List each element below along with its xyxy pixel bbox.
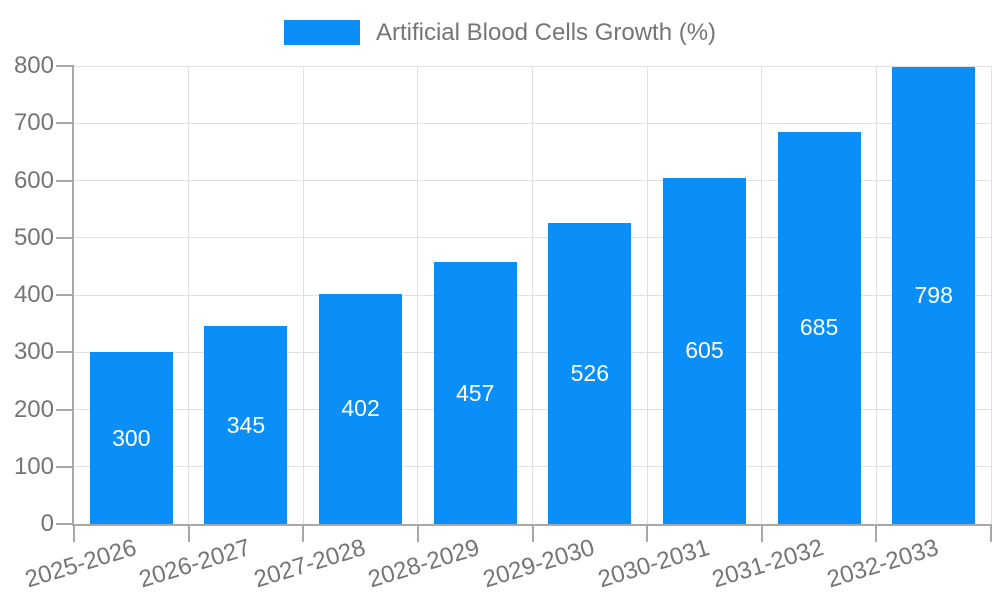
x-tick-label-2030-2031: 2030-2031 (594, 534, 713, 594)
x-gridline (875, 66, 877, 524)
x-tick-label-2025-2026: 2025-2026 (21, 534, 140, 594)
x-tick-label-2026-2027: 2026-2027 (136, 534, 254, 594)
bar-2027-2028[interactable]: 402 (319, 293, 403, 524)
bar-value-label: 402 (341, 395, 380, 422)
y-axis-tick (56, 122, 74, 125)
y-axis-tick (56, 465, 74, 468)
x-tick-label-2027-2028: 2027-2028 (250, 534, 369, 594)
y-tick-label: 600 (13, 166, 54, 194)
x-axis-tick (875, 524, 878, 542)
y-axis-tick (56, 408, 74, 411)
y-axis-tick (56, 351, 74, 354)
bar-2029-2030[interactable]: 526 (548, 222, 632, 524)
y-axis-tick (56, 65, 74, 67)
legend-swatch[interactable] (283, 20, 360, 45)
x-gridline (188, 66, 190, 524)
y-axis-tick (56, 236, 74, 239)
y-axis-line (72, 66, 74, 526)
legend[interactable]: Artificial Blood Cells Growth (%) (0, 20, 1000, 45)
bar-value-label: 605 (685, 337, 724, 364)
bar-value-label: 685 (799, 314, 839, 341)
bar-2028-2029[interactable]: 457 (433, 262, 517, 524)
y-tick-label: 100 (13, 452, 54, 480)
bar-value-label: 300 (112, 424, 151, 451)
y-axis-tick (56, 294, 74, 296)
bar-value-label: 798 (914, 282, 953, 309)
y-axis-tick (56, 179, 74, 182)
y-tick-label: 0 (40, 510, 54, 537)
x-axis-tick (416, 524, 419, 542)
y-tick-label: 700 (13, 109, 54, 137)
y-tick-label: 200 (13, 395, 54, 423)
y-tick-label: 300 (13, 338, 54, 366)
x-axis-tick (990, 524, 992, 542)
x-tick-label-2029-2030: 2029-2030 (480, 534, 598, 594)
bar-value-label: 526 (570, 359, 609, 386)
x-tick-label-2028-2029: 2028-2029 (365, 534, 484, 594)
y-axis-tick (56, 523, 74, 525)
legend-label: Artificial Blood Cells Growth (%) (375, 19, 717, 46)
x-axis-tick (73, 524, 75, 542)
bar-2031-2032[interactable]: 685 (777, 131, 861, 524)
x-gridline (302, 66, 304, 524)
x-tick-label-2032-2033: 2032-2033 (823, 534, 942, 594)
x-axis-tick (646, 524, 649, 542)
x-axis-tick (187, 524, 190, 542)
bar-2032-2033[interactable]: 798 (892, 67, 976, 524)
x-axis-tick (302, 524, 305, 542)
x-gridline (990, 66, 992, 524)
bar-2030-2031[interactable]: 605 (662, 177, 746, 524)
y-tick-label: 800 (13, 52, 54, 79)
x-gridline (417, 66, 419, 524)
x-tick-label-2031-2032: 2031-2032 (709, 534, 827, 594)
bar-value-label: 457 (456, 379, 495, 406)
x-axis-tick (531, 524, 534, 542)
y-tick-label: 500 (13, 223, 54, 251)
x-gridline (532, 66, 533, 524)
x-axis-line (72, 524, 991, 526)
bar-2026-2027[interactable]: 345 (204, 326, 288, 524)
y-tick-label: 400 (13, 281, 54, 308)
x-axis-tick (760, 524, 763, 542)
bar-value-label: 345 (226, 411, 266, 438)
x-gridline (761, 66, 763, 524)
x-gridline (646, 66, 648, 524)
bar-2025-2026[interactable]: 300 (89, 352, 173, 524)
